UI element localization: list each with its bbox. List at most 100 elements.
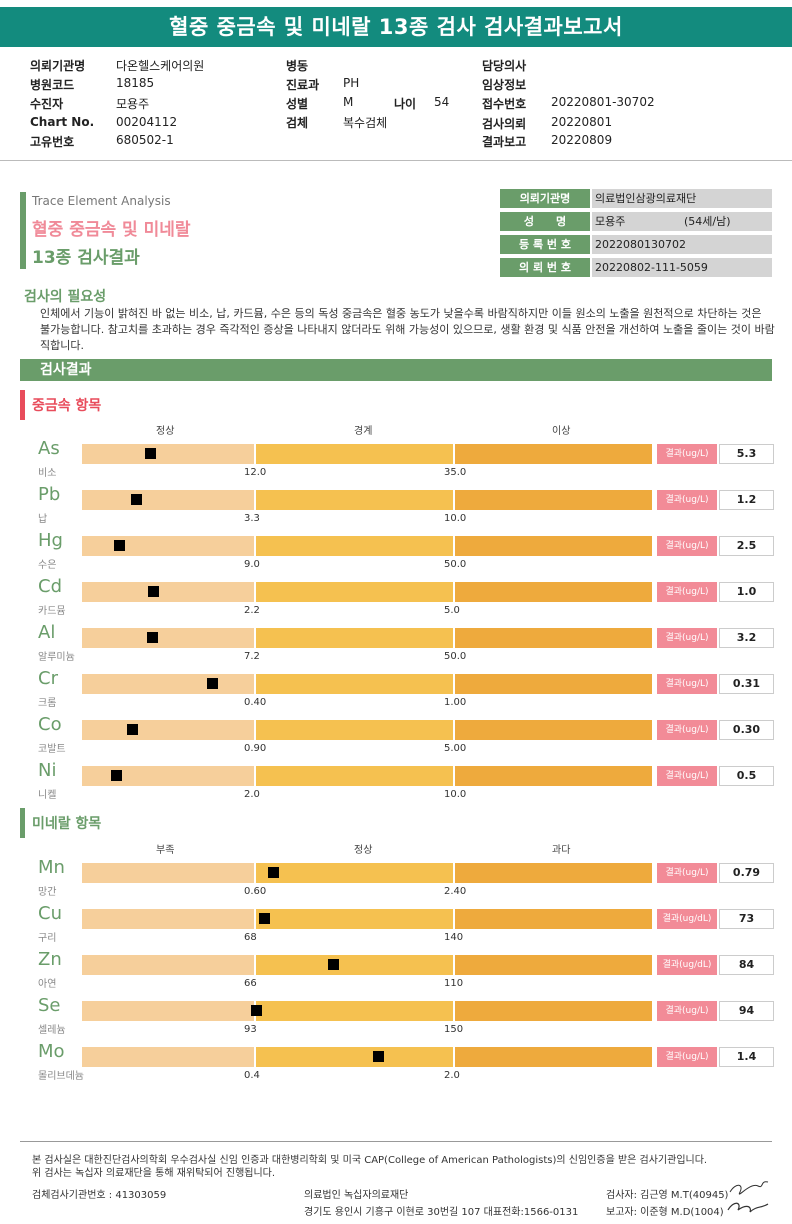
range-bar bbox=[82, 674, 652, 694]
element-symbol: Al bbox=[38, 622, 56, 643]
info-value-text: 2022080130702 bbox=[595, 238, 686, 251]
result-value: 1.2 bbox=[719, 490, 774, 510]
range-segment-2 bbox=[256, 536, 453, 556]
header-value: 복수검체 bbox=[343, 116, 388, 130]
header-label: 접수번호 bbox=[482, 97, 527, 111]
header-label: 성별 bbox=[286, 97, 309, 111]
threshold-high: 5.0 bbox=[444, 605, 460, 616]
threshold-low: 2.2 bbox=[244, 605, 260, 616]
element-symbol: Cr bbox=[38, 668, 58, 689]
range-segment-2 bbox=[256, 444, 453, 464]
result-marker bbox=[131, 494, 142, 505]
element-name: 크롬 bbox=[38, 698, 57, 709]
header-divider bbox=[0, 160, 792, 161]
element-name: 구리 bbox=[38, 933, 57, 944]
range-bar bbox=[82, 863, 652, 883]
element-name: 아연 bbox=[38, 979, 57, 990]
range-segment-1 bbox=[82, 863, 254, 883]
range-segment-1 bbox=[82, 720, 254, 740]
result-value: 3.2 bbox=[719, 628, 774, 648]
range-segment-3 bbox=[455, 444, 652, 464]
range-segment-3 bbox=[455, 490, 652, 510]
info-label: 의 뢰 번 호 bbox=[500, 258, 590, 277]
unit-label: 결과(ug/dL) bbox=[657, 909, 717, 929]
range-segment-3 bbox=[455, 863, 652, 883]
result-marker bbox=[127, 724, 138, 735]
range-segment-3 bbox=[455, 720, 652, 740]
header-label: 결과보고 bbox=[482, 135, 527, 149]
result-marker bbox=[328, 959, 339, 970]
header-value: 20220801-30702 bbox=[551, 95, 655, 109]
unit-label: 결과(ug/L) bbox=[657, 863, 717, 883]
unit-label: 결과(ug/L) bbox=[657, 582, 717, 602]
range-segment-2 bbox=[256, 1001, 453, 1021]
range-bar bbox=[82, 628, 652, 648]
range-segment-3 bbox=[455, 955, 652, 975]
range-segment-1 bbox=[82, 955, 254, 975]
info-value-text: 20220802-111-5059 bbox=[595, 261, 708, 274]
header-label: 임상정보 bbox=[482, 78, 527, 92]
threshold-low: 3.3 bbox=[244, 513, 260, 524]
result-value: 5.3 bbox=[719, 444, 774, 464]
header-value: 680502-1 bbox=[116, 133, 174, 147]
threshold-low: 0.4 bbox=[244, 1070, 260, 1081]
element-name: 수은 bbox=[38, 560, 57, 571]
footer-address: 경기도 용인시 기흥구 이현로 30번길 107 대표전화:1566-0131 bbox=[304, 1207, 579, 1218]
threshold-high: 10.0 bbox=[444, 513, 467, 524]
range-segment-1 bbox=[82, 582, 254, 602]
result-marker bbox=[268, 867, 279, 878]
threshold-high: 2.40 bbox=[444, 886, 467, 897]
patient-header: 의뢰기관명 다온헬스케어의원 병원코드 18185 수진자 모용주 Chart No. 002… bbox=[0, 0, 792, 160]
result-value: 0.79 bbox=[719, 863, 774, 883]
range-segment-3 bbox=[455, 766, 652, 786]
header-value: 다온헬스케어의원 bbox=[116, 59, 205, 73]
header-value: 20220801 bbox=[551, 115, 613, 129]
necessity-body: 인체에서 기능이 밝혀진 바 없는 비소, 납, 카드뮴, 수은 등의 독성 중… bbox=[40, 307, 775, 352]
range-bar bbox=[82, 1047, 652, 1067]
threshold-high: 5.00 bbox=[444, 743, 467, 754]
range-segment-3 bbox=[455, 582, 652, 602]
element-symbol: Cd bbox=[38, 576, 62, 597]
element-symbol: Zn bbox=[38, 949, 62, 970]
heavy-section-marker bbox=[20, 390, 25, 420]
result-marker bbox=[111, 770, 122, 781]
result-marker bbox=[251, 1005, 262, 1016]
section-accent-bar bbox=[20, 192, 26, 269]
element-symbol: Co bbox=[38, 714, 62, 735]
mineral-section-title: 미네랄 항목 bbox=[32, 816, 102, 832]
section-title-line2: 13종 검사결과 bbox=[32, 248, 140, 268]
range-bar bbox=[82, 490, 652, 510]
header-label: 고유번호 bbox=[30, 135, 75, 149]
threshold-low: 12.0 bbox=[244, 467, 267, 478]
range-segment-3 bbox=[455, 536, 652, 556]
range-segment-1 bbox=[82, 444, 254, 464]
result-marker bbox=[145, 448, 156, 459]
footer-tester: 검사자: 김근영 M.T(40945) bbox=[606, 1190, 729, 1201]
element-name: 망간 bbox=[38, 887, 57, 898]
necessity-title: 검사의 필요성 bbox=[24, 289, 107, 305]
info-value: 모용주 (54세/남) bbox=[592, 212, 772, 231]
report-title: 혈중 중금속 및 미네랄 13종 검사 검사결과보고서 bbox=[0, 7, 792, 47]
element-symbol: Hg bbox=[38, 530, 63, 551]
range-segment-3 bbox=[455, 1047, 652, 1067]
range-segment-2 bbox=[256, 628, 453, 648]
result-value: 0.30 bbox=[719, 720, 774, 740]
threshold-high: 150 bbox=[444, 1024, 464, 1035]
info-label: 등 록 번 호 bbox=[500, 235, 590, 254]
header-value: 00204112 bbox=[116, 115, 178, 129]
result-value: 0.5 bbox=[719, 766, 774, 786]
range-segment-2 bbox=[256, 955, 453, 975]
threshold-high: 1.00 bbox=[444, 697, 467, 708]
element-name: 몰리브데늄 bbox=[38, 1071, 84, 1082]
threshold-high: 2.0 bbox=[444, 1070, 460, 1081]
threshold-low: 93 bbox=[244, 1024, 257, 1035]
info-value: 2022080130702 bbox=[592, 235, 772, 254]
info-value-extra: (54세/남) bbox=[684, 215, 731, 228]
range-bar bbox=[82, 1001, 652, 1021]
result-marker bbox=[373, 1051, 384, 1062]
element-name: 코발트 bbox=[38, 744, 66, 755]
range-bar bbox=[82, 536, 652, 556]
threshold-low: 2.0 bbox=[244, 789, 260, 800]
info-label: 의뢰기관명 bbox=[500, 189, 590, 208]
column-header: 부족 bbox=[156, 845, 175, 856]
